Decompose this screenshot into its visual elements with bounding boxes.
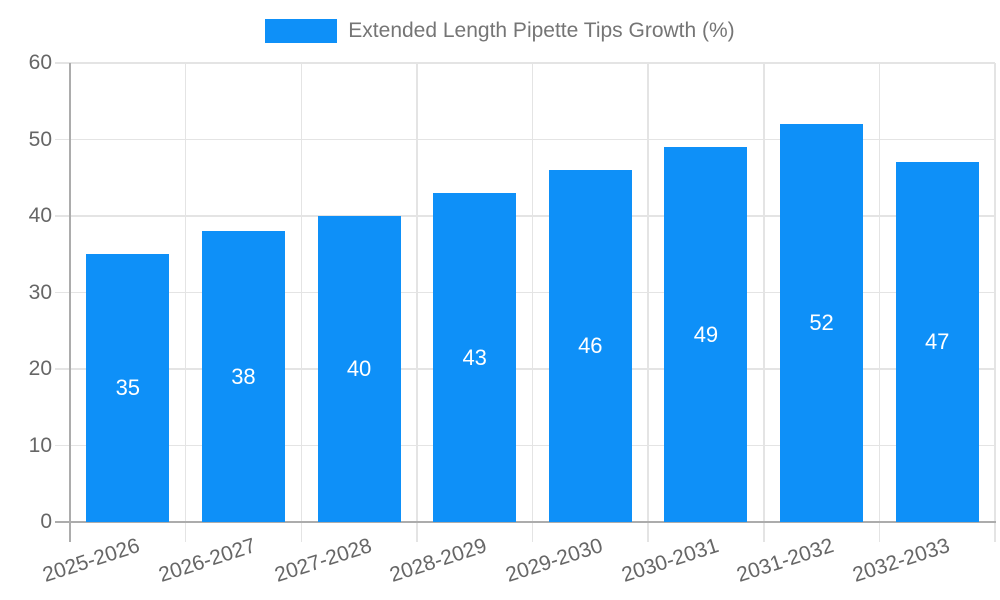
y-axis-line bbox=[69, 63, 71, 542]
h-gridline bbox=[55, 291, 995, 294]
v-gridline bbox=[763, 63, 765, 542]
bar-value-label: 43 bbox=[462, 344, 487, 370]
x-tick-label: 2029-2030 bbox=[502, 534, 606, 587]
bar-value-label: 47 bbox=[924, 329, 950, 355]
bar-value-label: 35 bbox=[115, 375, 141, 401]
y-tick-label: 60 bbox=[28, 51, 52, 74]
v-gridline bbox=[994, 63, 996, 542]
h-gridline bbox=[55, 138, 995, 141]
bar[interactable]: 40 bbox=[317, 216, 401, 522]
x-tick-label: 2025-2026 bbox=[40, 534, 143, 587]
x-tick-label: 2030-2031 bbox=[618, 534, 722, 587]
y-tick-label: 10 bbox=[28, 433, 52, 457]
bar-value-label: 52 bbox=[809, 310, 834, 336]
y-tick-label: 30 bbox=[28, 280, 52, 304]
v-gridline bbox=[878, 63, 881, 542]
bar[interactable]: 46 bbox=[548, 170, 632, 522]
x-tick-label: 2031-2032 bbox=[734, 534, 837, 587]
h-gridline bbox=[55, 62, 995, 64]
x-tick-label: 2028-2029 bbox=[387, 534, 490, 587]
v-gridline bbox=[300, 63, 302, 542]
bar-value-label: 38 bbox=[231, 363, 256, 389]
y-tick-label: 40 bbox=[28, 204, 52, 227]
y-tick-label: 50 bbox=[28, 127, 52, 151]
bar[interactable]: 35 bbox=[86, 254, 170, 522]
legend-label: Extended Length Pipette Tips Growth (%) bbox=[348, 19, 735, 42]
h-gridline bbox=[55, 368, 995, 370]
v-gridline bbox=[531, 63, 534, 542]
h-gridline bbox=[55, 215, 995, 217]
v-gridline bbox=[416, 63, 418, 542]
chart-legend[interactable]: Extended Length Pipette Tips Growth (%) bbox=[0, 17, 1000, 45]
v-gridline bbox=[647, 63, 649, 542]
bar[interactable]: 38 bbox=[201, 231, 285, 522]
h-gridline bbox=[55, 444, 995, 447]
bar-value-label: 49 bbox=[693, 321, 719, 347]
x-axis-line bbox=[55, 521, 996, 523]
x-tick-label: 2027-2028 bbox=[271, 534, 375, 587]
bar[interactable]: 47 bbox=[895, 162, 979, 522]
x-tick-label: 2032-2033 bbox=[849, 534, 953, 587]
y-tick-label: 0 bbox=[40, 510, 52, 533]
bar[interactable]: 43 bbox=[433, 193, 517, 522]
bar[interactable]: 49 bbox=[664, 147, 748, 522]
v-gridline bbox=[184, 63, 187, 542]
x-tick-label: 2026-2027 bbox=[155, 534, 259, 587]
legend-swatch-icon bbox=[265, 19, 338, 43]
bar-value-label: 46 bbox=[578, 333, 603, 359]
y-tick-label: 20 bbox=[28, 357, 52, 380]
bar-value-label: 40 bbox=[346, 356, 372, 381]
bar[interactable]: 52 bbox=[780, 124, 864, 522]
